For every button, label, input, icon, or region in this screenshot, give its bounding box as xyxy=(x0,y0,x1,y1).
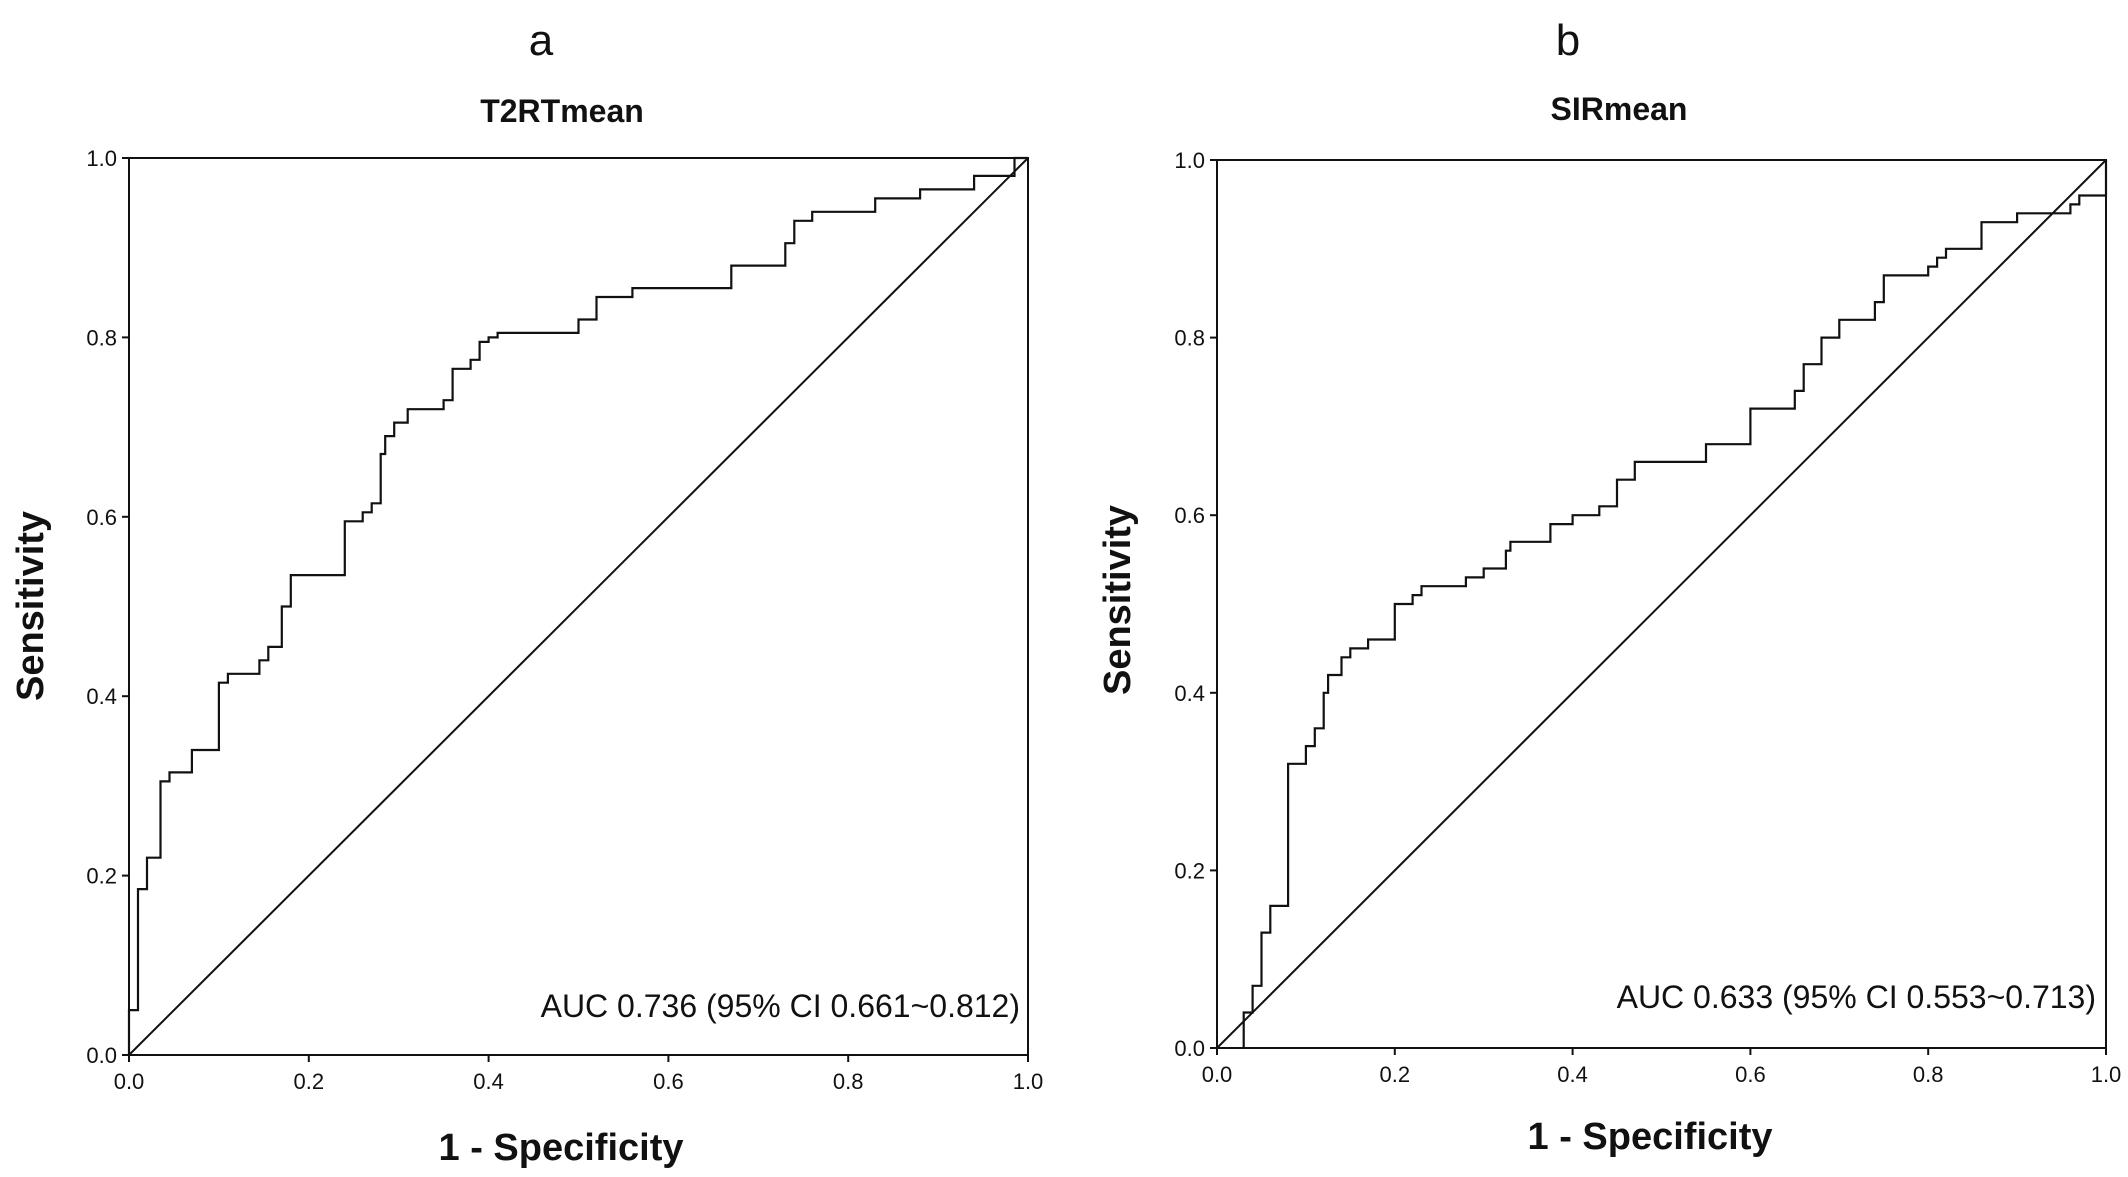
panel-a-x-tick-label: 0.4 xyxy=(473,1069,504,1094)
panel-a-x-tick-label: 0.6 xyxy=(653,1069,684,1094)
panel-a-x-tick-label: 0.2 xyxy=(294,1069,325,1094)
panel-a-roc-curve xyxy=(127,156,1028,1055)
panel-b-x-tick-label: 0.0 xyxy=(1202,1062,1233,1087)
panel-a-auc-annotation: AUC 0.736 (95% CI 0.661~0.812) xyxy=(541,988,1020,1024)
panel-a-plot-frame xyxy=(128,157,1029,1056)
panel-b-y-tick-label: 0.6 xyxy=(1174,503,1205,528)
panel-b-x-tick-label: 1.0 xyxy=(2091,1062,2122,1087)
panel-a-x-tick-label: 0.0 xyxy=(114,1069,145,1094)
panel-a-x-axis-label: 1 - Specificity xyxy=(439,1127,684,1169)
panel-b-x-tick-label: 0.4 xyxy=(1557,1062,1588,1087)
panel-a-x-tick-label: 1.0 xyxy=(1013,1069,1044,1094)
panel-a-y-tick-label: 0.4 xyxy=(86,684,117,709)
panel-b-y-tick-label: 0.8 xyxy=(1174,326,1205,351)
panel-b-y-tick-label: 0.4 xyxy=(1174,681,1205,706)
panel-a-letter: a xyxy=(529,16,554,65)
panel-a-y-tick-label: 0.8 xyxy=(86,325,117,350)
panel-a-y-tick-label: 0.6 xyxy=(86,505,117,530)
panel-a-t2rtmean: a T2RTmean 0.0 0.2 0.4 0.6 0.8 1.00.00.20.40.… xyxy=(10,16,1043,1169)
panel-b-plot-frame xyxy=(1216,159,2107,1049)
panel-b-x-axis-label: 1 - Specificity xyxy=(1528,1116,1773,1158)
panel-b-sirmean: b SIRmean 0.0 0.2 0.4 0.6 0.8 1.0 0.0 0.2 0.4 0.6… xyxy=(1097,16,2121,1158)
panel-a-y-tick-label: 1.0 xyxy=(86,146,117,171)
panel-b-reference-diagonal xyxy=(1216,159,2107,1049)
panel-a-y-tick-label: 0.2 xyxy=(86,864,117,889)
panel-b-y-axis-label: Sensitivity xyxy=(1097,505,1139,695)
panel-b-x-tick-label: 0.2 xyxy=(1380,1062,1411,1087)
panel-b-auc-annotation: AUC 0.633 (95% CI 0.553~0.713) xyxy=(1617,979,2096,1015)
panel-b-y-tick-label: 0.0 xyxy=(1174,1036,1205,1061)
panel-a-reference-diagonal xyxy=(128,157,1029,1056)
panel-b-y-tick-label: 1.0 xyxy=(1174,148,1205,173)
panel-a-y-axis-label: Sensitivity xyxy=(10,511,52,701)
panel-a-x-tick-label: 0.8 xyxy=(833,1069,864,1094)
panel-b-letter: b xyxy=(1556,16,1580,65)
panel-b-x-tick-label: 0.6 xyxy=(1735,1062,1766,1087)
panel-a-plot-area: 0.0 0.2 0.4 0.6 0.8 1.0 0.0 0.2 0.4 0.6 0.8 1.0 xyxy=(86,146,1043,1094)
panel-b-roc-curve xyxy=(1242,160,2108,1048)
panel-a-y-tick-label: 0.0 xyxy=(86,1043,117,1068)
panel-b-title: SIRmean xyxy=(1551,91,1688,127)
panel-a-title: T2RTmean xyxy=(480,93,644,129)
panel-b-y-tick-label: 0.2 xyxy=(1174,858,1205,883)
panel-b-plot-area: 0.0 0.2 0.4 0.6 0.8 1.0 0.0 0.2 0.4 0.6 0.8 1.0 xyxy=(1174,148,2121,1087)
panel-b-x-tick-label: 0.8 xyxy=(1913,1062,1944,1087)
